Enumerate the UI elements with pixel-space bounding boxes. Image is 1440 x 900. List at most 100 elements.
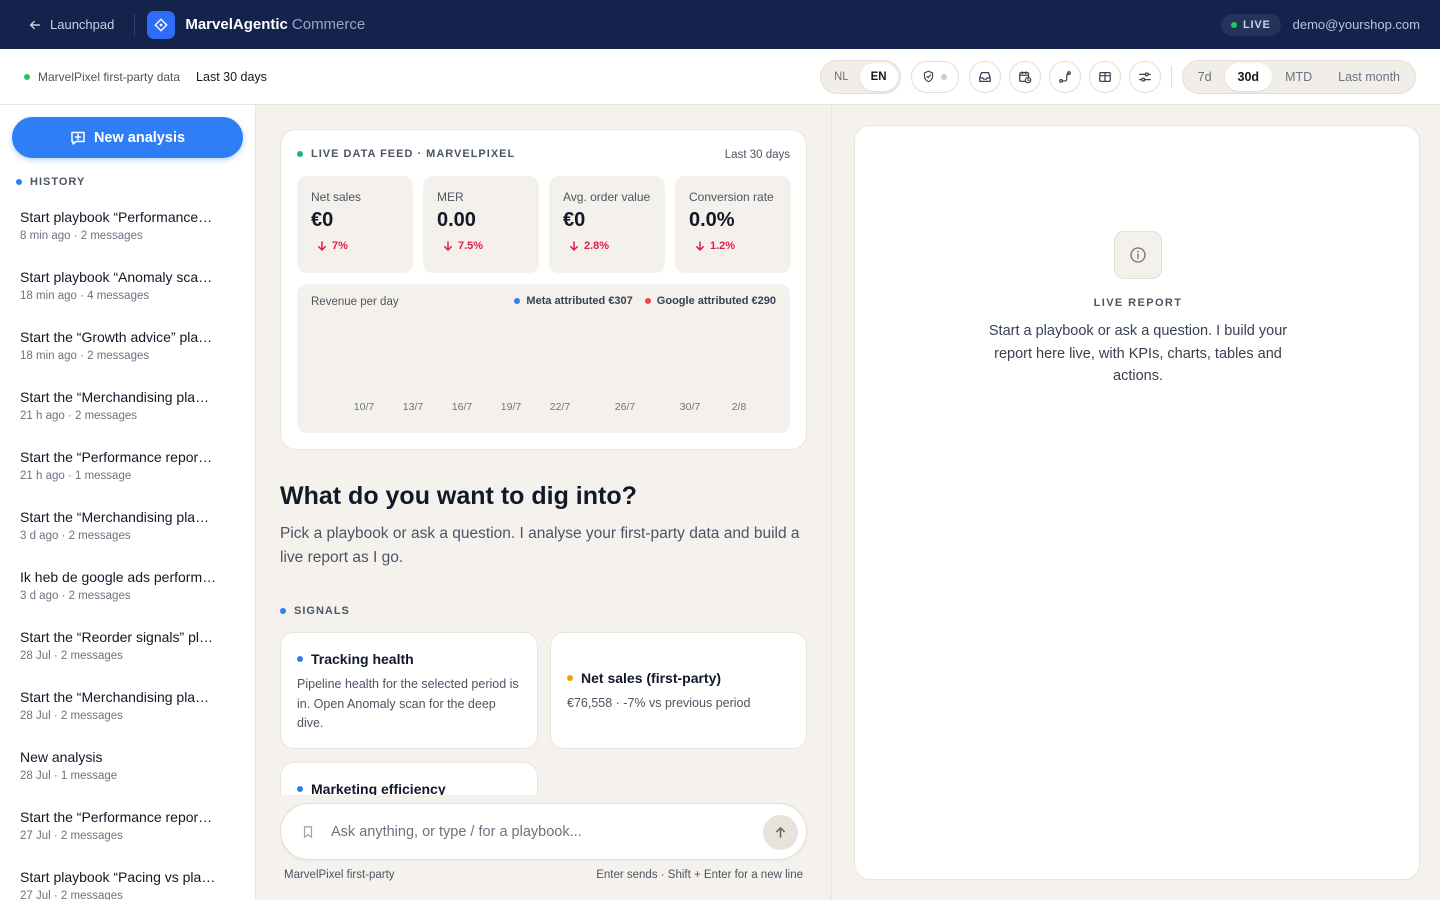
history-item[interactable]: Start playbook “Pacing vs pla… 27 Jul · 2… <box>20 868 235 900</box>
history-item[interactable]: New analysis 28 Jul · 1 message <box>20 748 235 808</box>
signals-label: SIGNALS <box>294 605 350 617</box>
x-tick-label: 26/7 <box>615 401 636 413</box>
data-source: MarvelPixel first-party data <box>24 70 180 84</box>
history-item[interactable]: Start the “Merchandising pla… 3 d ago · 2… <box>20 508 235 568</box>
arrow-down-icon <box>696 241 704 251</box>
signal-title: Net sales (first-party) <box>567 670 790 686</box>
feed-heading: LIVE DATA FEED · MARVELPIXEL <box>297 148 515 160</box>
history-item[interactable]: Start the “Merchandising pla… 21 h ago · … <box>20 388 235 448</box>
legend-label: Google attributed €290 <box>656 295 776 307</box>
signal-text: Pipeline health for the selected period … <box>297 677 519 730</box>
inbox-icon <box>978 71 991 82</box>
live-label: LIVE <box>1242 18 1271 31</box>
history-item-meta: 27 Jul · 2 messages <box>20 890 123 900</box>
schedule-button[interactable] <box>1008 60 1041 93</box>
history-item-title: Start the “Merchandising pla… <box>20 509 210 525</box>
history-item-meta: 18 min ago · 4 messages <box>20 290 150 302</box>
history-item-title: Start the “Performance repor… <box>20 449 213 465</box>
history-item[interactable]: Start the “Merchandising pla… 28 Jul · 2 … <box>20 688 235 748</box>
shield-icon <box>923 70 934 83</box>
privacy-toggle[interactable] <box>910 60 959 93</box>
history-item[interactable]: Start the “Reorder signals” pl… 28 Jul · … <box>20 628 235 688</box>
inbox-button[interactable] <box>968 60 1001 93</box>
period-label: Last 30 days <box>196 69 267 84</box>
kpi-delta-value: 7.5% <box>458 240 484 252</box>
kpi-delta-value: 1.2% <box>710 240 736 252</box>
kpi-card: Conversion rate 0.0% 1.2% <box>675 176 791 273</box>
top-bar: Launchpad MarvelAgentic Commerce LIVE de… <box>0 0 1440 49</box>
history-item[interactable]: Start the “Growth advice” pla… 18 min ago… <box>20 328 235 388</box>
language-en[interactable]: EN <box>859 62 898 91</box>
language-switcher: NL EN <box>819 59 901 94</box>
live-status-badge: LIVE <box>1220 13 1281 36</box>
launchpad-back-link[interactable]: Launchpad <box>28 17 114 32</box>
history-item[interactable]: Start the “Performance repor… 27 Jul · 2 … <box>20 808 235 868</box>
kpi-delta: 2.8% <box>563 240 651 252</box>
history-item[interactable]: Start the “Performance repor… 21 h ago · … <box>20 448 235 508</box>
arrow-up-icon <box>776 827 785 838</box>
signal-card-tracking-health[interactable]: Tracking health Pipeline health for the … <box>280 632 538 749</box>
arrow-down-icon <box>318 241 326 251</box>
ask-input[interactable] <box>331 823 731 840</box>
revenue-chart-svg: 10/713/716/719/722/726/730/72/86/8 <box>354 401 747 413</box>
history-item-title: Ik heb de google ads perform… <box>20 569 217 585</box>
range-30d[interactable]: 30d <box>1224 62 1273 91</box>
history-item-meta: 27 Jul · 2 messages <box>20 830 123 842</box>
compare-button[interactable] <box>1088 60 1121 93</box>
kpi-row: Net sales €0 7% MER 0.00 7.5% Avg. order… <box>297 176 791 273</box>
history-item-title: Start playbook “Performance… <box>20 209 213 225</box>
sliders-icon <box>1138 71 1151 82</box>
history-item-title: Start the “Growth advice” pla… <box>20 329 213 345</box>
language-nl[interactable]: NL <box>833 70 849 83</box>
send-button[interactable] <box>763 815 798 850</box>
signal-card-net-sales[interactable]: Net sales (first-party) €76,558 · -7% vs… <box>550 632 807 749</box>
live-dot-icon <box>1230 21 1237 28</box>
range-mtd[interactable]: MTD <box>1285 69 1313 84</box>
history-list: Start playbook “Performance… 8 min ago · … <box>20 208 235 900</box>
launchpad-label: Launchpad <box>50 17 115 32</box>
kpi-value: €0 <box>563 209 586 231</box>
x-tick-label: 19/7 <box>501 401 522 413</box>
history-item-meta: 28 Jul · 2 messages <box>20 650 123 662</box>
signal-title: Tracking health <box>297 651 521 667</box>
kpi-value: 0.0% <box>689 209 735 231</box>
range-7d[interactable]: 7d <box>1197 69 1212 84</box>
feed-live-dot-icon <box>297 151 303 157</box>
context-bar: MarvelPixel first-party data Last 30 day… <box>0 49 1440 105</box>
history-item-title: Start the “Reorder signals” pl… <box>20 629 213 645</box>
kpi-delta-value: 7% <box>332 240 348 252</box>
route-button[interactable] <box>1048 60 1081 93</box>
chat-panel: LIVE DATA FEED · MARVELPIXEL Last 30 day… <box>256 105 831 900</box>
history-heading: HISTORY <box>16 176 85 188</box>
history-item-meta: 3 d ago · 2 messages <box>20 590 131 602</box>
signal-title-text: Marketing efficiency <box>311 781 446 797</box>
x-tick-label: 30/7 <box>680 401 701 413</box>
kpi-value: €0 <box>311 209 334 231</box>
divider <box>134 13 136 36</box>
signal-dot-icon <box>297 656 303 662</box>
user-email[interactable]: demo@yourshop.com <box>1292 17 1420 32</box>
kpi-delta: 7.5% <box>437 240 525 252</box>
composer-hint: Enter sends · Shift + Enter for a new li… <box>596 869 803 881</box>
history-item[interactable]: Ik heb de google ads perform… 3 d ago · 2… <box>20 568 235 628</box>
route-icon <box>1058 70 1071 83</box>
arrow-left-icon <box>29 20 41 29</box>
history-item[interactable]: Start playbook “Performance… 8 min ago · … <box>20 208 235 268</box>
signals-dot-icon <box>280 608 286 614</box>
filters-button[interactable] <box>1128 60 1161 93</box>
bookmark-icon[interactable] <box>301 825 315 839</box>
report-empty-text: Start a playbook or ask a question. I bu… <box>988 323 1288 384</box>
range-last-month[interactable]: Last month <box>1338 69 1400 84</box>
history-item[interactable]: Start playbook “Anomaly sca… 18 min ago ·… <box>20 268 235 328</box>
x-tick-label: 2/8 <box>732 401 747 413</box>
signal-title: Marketing efficiency <box>297 781 521 797</box>
new-analysis-button[interactable]: New analysis <box>12 117 243 158</box>
history-item-meta: 3 d ago · 2 messages <box>20 530 131 542</box>
history-sidebar: New analysis HISTORY Start playbook “Per… <box>0 105 256 900</box>
history-item-meta: 8 min ago · 2 messages <box>20 230 143 242</box>
live-report-card: LIVE REPORT Start a playbook or ask a qu… <box>854 125 1420 880</box>
page-title: What do you want to dig into? <box>280 482 637 510</box>
live-data-feed-card: LIVE DATA FEED · MARVELPIXEL Last 30 day… <box>280 129 807 450</box>
report-panel: LIVE REPORT Start a playbook or ask a qu… <box>831 105 1440 900</box>
feed-period: Last 30 days <box>724 149 790 161</box>
